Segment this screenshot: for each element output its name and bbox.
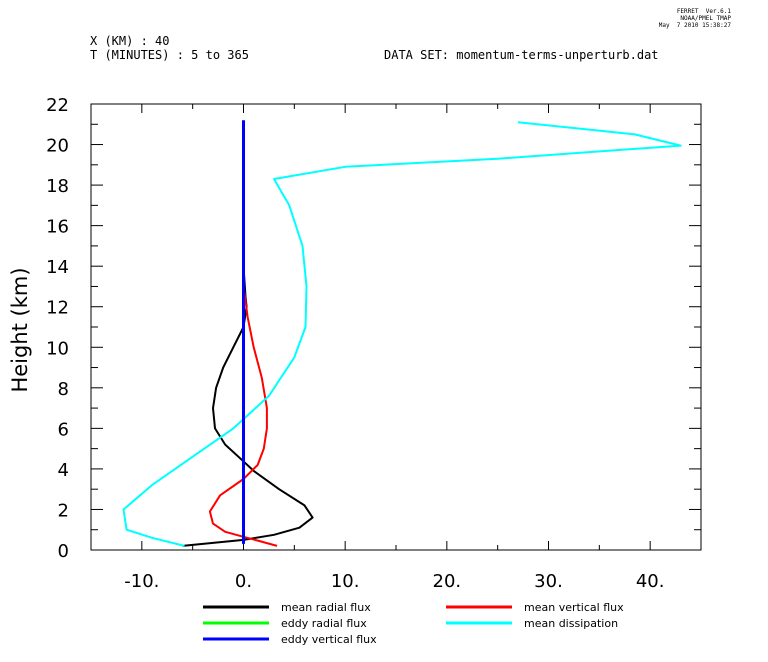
series-line-mean-vertical-flux	[208, 286, 278, 547]
y-tick-label: 8	[58, 379, 69, 400]
legend: mean radial flux mean vertical flux eddy r…	[203, 601, 624, 646]
t-info: T (MINUTES) : 5 to 365	[90, 48, 249, 62]
y-tick-label: 14	[46, 257, 69, 278]
ferret-date: May 7 2010 15:38:27	[658, 22, 731, 29]
legend-label: eddy vertical flux	[281, 633, 377, 646]
legend-label: mean vertical flux	[524, 601, 624, 614]
dataset-label: DATA SET: momentum-terms-unperturb.dat	[384, 48, 659, 62]
x-tick-label: 0.	[235, 571, 252, 592]
ferret-org: NOAA/PMEL TMAP	[680, 15, 731, 22]
x-tick-label: 10.	[331, 571, 360, 592]
x-info: X (KM) : 40	[90, 34, 170, 48]
y-tick-label: 2	[58, 500, 69, 521]
series-line-mean-radial-flux	[182, 124, 314, 547]
x-tick-label: 30.	[534, 571, 563, 592]
series-line-mean-dissipation	[122, 121, 682, 547]
y-tick-label: 4	[58, 460, 69, 481]
y-tick-label: 6	[58, 419, 69, 440]
legend-label: mean dissipation	[524, 617, 618, 630]
y-tick-label: 12	[46, 298, 69, 319]
legend-label: eddy radial flux	[281, 617, 367, 630]
legend-label: mean radial flux	[281, 601, 371, 614]
y-tick-label: 20	[46, 136, 69, 157]
ferret-version: FERRET Ver.6.1	[676, 8, 731, 15]
y-axis-label: Height (km)	[8, 267, 32, 392]
x-tick-label: 20.	[433, 571, 462, 592]
axis-ticks	[90, 103, 702, 551]
y-tick-label: 10	[46, 338, 69, 359]
y-tick-label: 16	[46, 217, 69, 238]
tick-labels: -10. 0. 10. 20. 30. 40. 0 2 4 6 8 10 12 14 16 18 20 22	[46, 95, 664, 592]
y-tick-label: 0	[58, 541, 69, 562]
plot-frame	[90, 103, 702, 551]
x-tick-label: -10.	[124, 571, 159, 592]
y-tick-label: 18	[46, 176, 69, 197]
y-tick-label: 22	[46, 95, 69, 116]
series-lines	[122, 120, 682, 547]
x-tick-label: 40.	[636, 571, 665, 592]
